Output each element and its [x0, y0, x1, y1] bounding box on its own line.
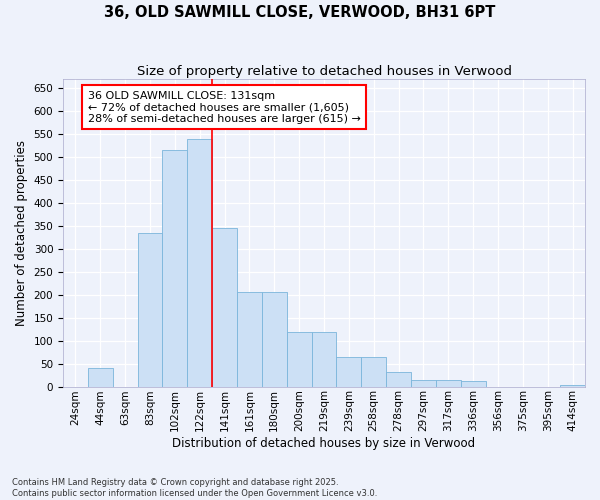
Bar [461, 381, 485, 386]
Bar [187, 139, 212, 386]
Bar [436, 380, 461, 386]
Bar [237, 292, 262, 386]
Text: 36, OLD SAWMILL CLOSE, VERWOOD, BH31 6PT: 36, OLD SAWMILL CLOSE, VERWOOD, BH31 6PT [104, 5, 496, 20]
Bar [287, 332, 311, 386]
Bar [137, 233, 163, 386]
Bar [262, 292, 287, 386]
Text: Contains HM Land Registry data © Crown copyright and database right 2025.
Contai: Contains HM Land Registry data © Crown c… [12, 478, 377, 498]
Bar [88, 368, 113, 386]
Bar [361, 356, 386, 386]
Bar [337, 356, 361, 386]
Bar [163, 150, 187, 386]
Bar [311, 332, 337, 386]
Bar [212, 228, 237, 386]
Title: Size of property relative to detached houses in Verwood: Size of property relative to detached ho… [137, 65, 512, 78]
Bar [386, 372, 411, 386]
Text: 36 OLD SAWMILL CLOSE: 131sqm
← 72% of detached houses are smaller (1,605)
28% of: 36 OLD SAWMILL CLOSE: 131sqm ← 72% of de… [88, 90, 361, 124]
X-axis label: Distribution of detached houses by size in Verwood: Distribution of detached houses by size … [172, 437, 476, 450]
Bar [411, 380, 436, 386]
Y-axis label: Number of detached properties: Number of detached properties [15, 140, 28, 326]
Bar [560, 385, 585, 386]
